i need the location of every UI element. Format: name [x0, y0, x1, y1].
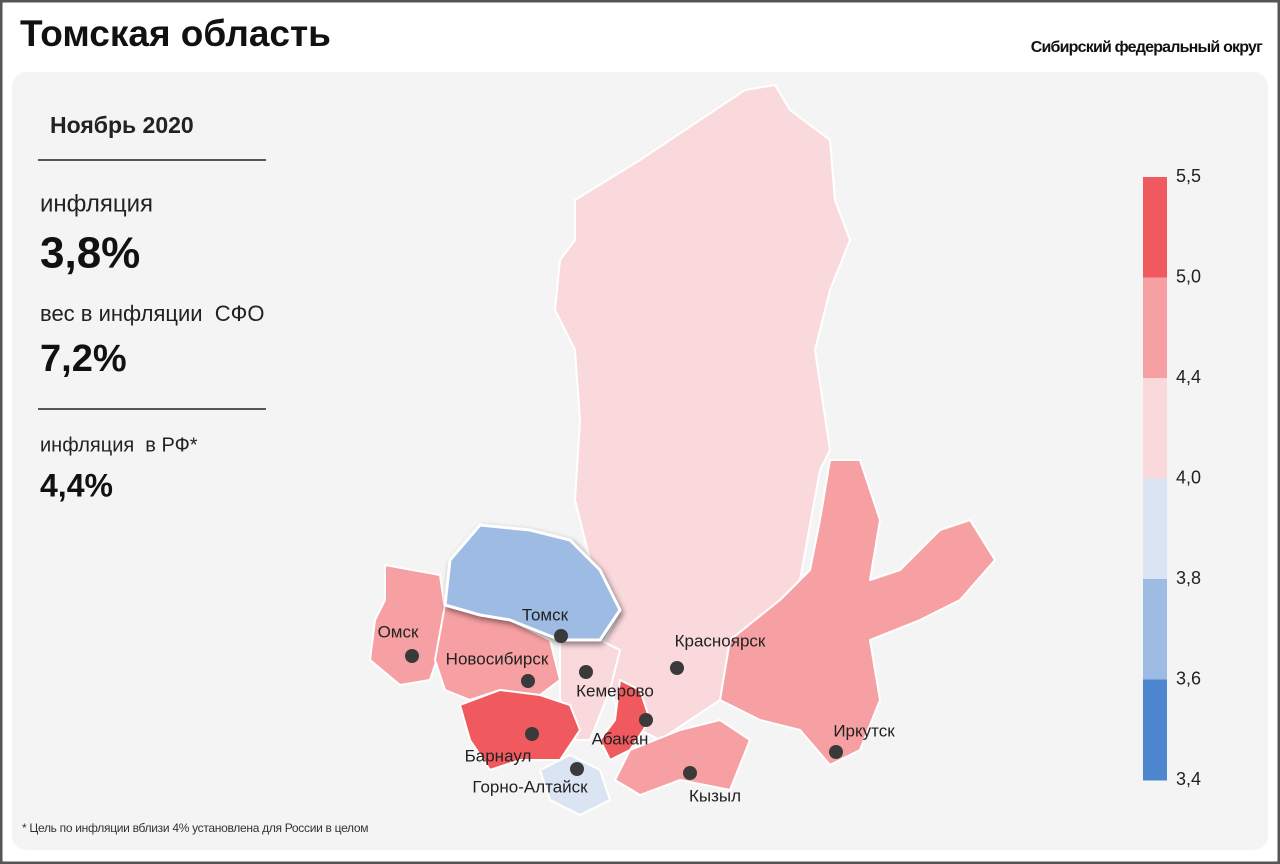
city-label: Абакан [592, 729, 649, 748]
legend-swatch [1143, 277, 1167, 379]
weight-label: вес в инфляции СФО [40, 301, 265, 326]
legend-swatch [1143, 177, 1167, 278]
inflation-label: инфляция [40, 190, 153, 217]
inflation-value: 3,8% [40, 229, 140, 278]
legend-swatch [1143, 579, 1167, 680]
city-label: Томск [522, 605, 569, 624]
city-label: Омск [378, 622, 419, 641]
legend-label: 5,5 [1176, 166, 1201, 186]
city-dot [670, 661, 684, 675]
city-dot [579, 665, 593, 679]
city-dot [521, 674, 535, 688]
region-highlight [443, 523, 622, 642]
legend-label: 3,6 [1176, 668, 1201, 688]
city-label: Красноярск [675, 631, 766, 650]
city-dot [829, 745, 843, 759]
city-label: Горно-Алтайск [472, 777, 588, 796]
city-dot [525, 727, 539, 741]
legend-swatch [1143, 679, 1167, 781]
subtitle: Сибирский федеральный округ [1031, 39, 1263, 56]
legend-label: 4,4 [1176, 367, 1201, 387]
rf-label: инфляция в РФ* [40, 434, 198, 456]
legend-label: 4,0 [1176, 467, 1201, 487]
city-dot [570, 762, 584, 776]
period: Ноябрь 2020 [50, 112, 194, 138]
weight-value: 7,2% [40, 338, 127, 380]
city-dot [405, 649, 419, 663]
city-dot [639, 713, 653, 727]
city-label: Барнаул [465, 746, 532, 765]
region [459, 689, 581, 771]
region [369, 564, 446, 686]
footnote: * Цель по инфляции вблизи 4% установлена… [22, 821, 368, 835]
city-label: Новосибирск [446, 649, 549, 668]
city-label: Кемерово [576, 681, 654, 700]
legend-label: 3,4 [1176, 769, 1201, 789]
city-label: Иркутск [833, 721, 895, 740]
legend-label: 5,0 [1176, 266, 1201, 286]
city-dot [554, 629, 568, 643]
city-label: Кызыл [689, 786, 741, 805]
region [599, 679, 651, 761]
map [369, 84, 996, 816]
legend-swatch [1143, 378, 1167, 479]
legend-label: 3,8 [1176, 568, 1201, 588]
city-dot [683, 766, 697, 780]
region [539, 754, 611, 816]
legend-swatch [1143, 478, 1167, 580]
title: Томская область [20, 13, 331, 54]
rf-value: 4,4% [40, 467, 113, 503]
region [719, 459, 996, 766]
region [614, 719, 751, 796]
